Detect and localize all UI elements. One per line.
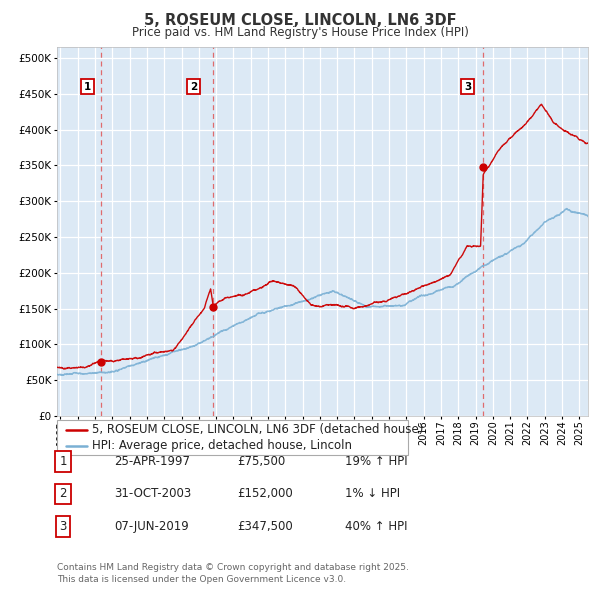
Text: Contains HM Land Registry data © Crown copyright and database right 2025.
This d: Contains HM Land Registry data © Crown c… xyxy=(57,563,409,584)
Text: 1: 1 xyxy=(59,455,67,468)
Text: 31-OCT-2003: 31-OCT-2003 xyxy=(114,487,191,500)
Text: 25-APR-1997: 25-APR-1997 xyxy=(114,455,190,468)
Text: 5, ROSEUM CLOSE, LINCOLN, LN6 3DF (detached house): 5, ROSEUM CLOSE, LINCOLN, LN6 3DF (detac… xyxy=(92,423,424,436)
FancyBboxPatch shape xyxy=(57,420,408,455)
Text: 1% ↓ HPI: 1% ↓ HPI xyxy=(345,487,400,500)
Text: £75,500: £75,500 xyxy=(237,455,285,468)
Text: £152,000: £152,000 xyxy=(237,487,293,500)
Text: 07-JUN-2019: 07-JUN-2019 xyxy=(114,520,189,533)
Text: 3: 3 xyxy=(464,81,472,91)
Text: 1: 1 xyxy=(83,81,91,91)
Text: 3: 3 xyxy=(59,520,67,533)
Text: 40% ↑ HPI: 40% ↑ HPI xyxy=(345,520,407,533)
Text: 5, ROSEUM CLOSE, LINCOLN, LN6 3DF: 5, ROSEUM CLOSE, LINCOLN, LN6 3DF xyxy=(143,13,457,28)
Text: HPI: Average price, detached house, Lincoln: HPI: Average price, detached house, Linc… xyxy=(92,440,352,453)
Text: £347,500: £347,500 xyxy=(237,520,293,533)
Text: 2: 2 xyxy=(190,81,197,91)
Text: Price paid vs. HM Land Registry's House Price Index (HPI): Price paid vs. HM Land Registry's House … xyxy=(131,26,469,39)
Text: 2: 2 xyxy=(59,487,67,500)
Text: 19% ↑ HPI: 19% ↑ HPI xyxy=(345,455,407,468)
